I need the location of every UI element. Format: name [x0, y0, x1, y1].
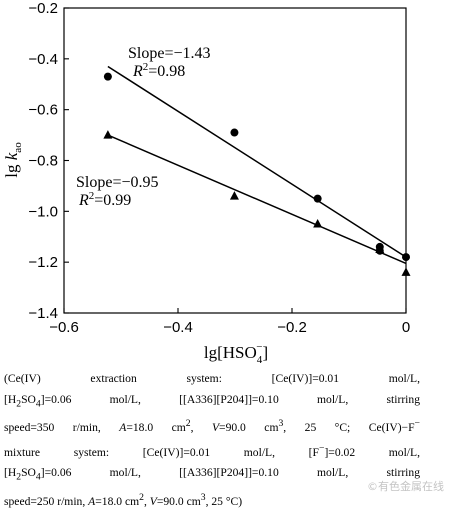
- plot-frame: [63, 7, 407, 314]
- data-point-circle: [103, 72, 112, 81]
- data-point-triangle: [103, 130, 113, 139]
- caption-line: speed=250 r/min, A=18.0 cm2, V=90.0 cm3,…: [4, 491, 243, 508]
- y-tick-label: −0.8: [28, 153, 58, 170]
- y-tick-label: −1.2: [28, 254, 58, 271]
- y-axis-label: lg kao: [2, 142, 24, 178]
- y-tick-label: −0.6: [28, 102, 58, 119]
- annotation-series-1: Slope=−1.43 R2=0.98: [128, 45, 211, 80]
- chart: −0.6 −0.4 −0.2 0 −0.2 −0.4 −0.6 −0.8 −1.0 −1.2 −1.…: [2, 0, 411, 366]
- fit-line-1: [107, 65, 407, 258]
- caption-line: speed=350 r/min, A=18.0 cm2, V=90.0 cm3,…: [4, 418, 420, 435]
- data-points: [103, 72, 411, 276]
- caption-line: mixture system: [Ce(IV)]=0.01 mol/L, [F−…: [4, 442, 421, 459]
- x-tick-label: −0.4: [163, 319, 193, 336]
- r2-label-2: R2=0.99: [78, 190, 131, 209]
- data-point-triangle: [229, 191, 239, 200]
- x-tick-label: 0: [402, 319, 410, 336]
- y-tick-label: −0.4: [28, 51, 58, 68]
- axis-ticks: [63, 7, 407, 314]
- fit-line-2: [107, 134, 407, 265]
- data-point-circle: [402, 253, 410, 262]
- data-point-circle: [230, 128, 239, 137]
- annotation-series-2: Slope=−0.95 R2=0.99: [76, 174, 159, 209]
- axis-tick-labels: −0.6 −0.4 −0.2 0 −0.2 −0.4 −0.6 −0.8 −1.0 −1.2 −1.…: [28, 0, 410, 336]
- y-tick-label: −1.4: [28, 305, 58, 322]
- slope-label-1: Slope=−1.43: [128, 45, 211, 62]
- data-point-triangle: [401, 267, 411, 276]
- watermark: ©有色金属在线: [367, 480, 444, 493]
- figure-caption: (Ce(IV) extraction system: [Ce(IV)]=0.01…: [4, 369, 420, 512]
- slope-label-2: Slope=−0.95: [76, 174, 159, 191]
- y-tick-label: −1.0: [28, 203, 58, 220]
- data-point-circle: [313, 194, 322, 203]
- caption-line: [H2SO4]=0.06 mol/L, [[A336][P204]]=0.10 …: [4, 466, 420, 483]
- r2-label-1: R2=0.98: [132, 61, 185, 80]
- y-tick-label: −0.2: [28, 0, 58, 17]
- data-point-triangle: [375, 244, 385, 253]
- x-tick-label: −0.6: [49, 319, 79, 336]
- caption-line: [H2SO4]=0.06 mol/L, [[A336][P204]]=0.10 …: [4, 392, 420, 409]
- caption-line: (Ce(IV) extraction system: [Ce(IV)]=0.01…: [4, 372, 420, 385]
- fit-lines: [107, 65, 407, 265]
- x-axis-label: lg[HSO4−]: [204, 341, 268, 366]
- data-point-triangle: [313, 219, 323, 228]
- x-tick-label: −0.2: [277, 319, 307, 336]
